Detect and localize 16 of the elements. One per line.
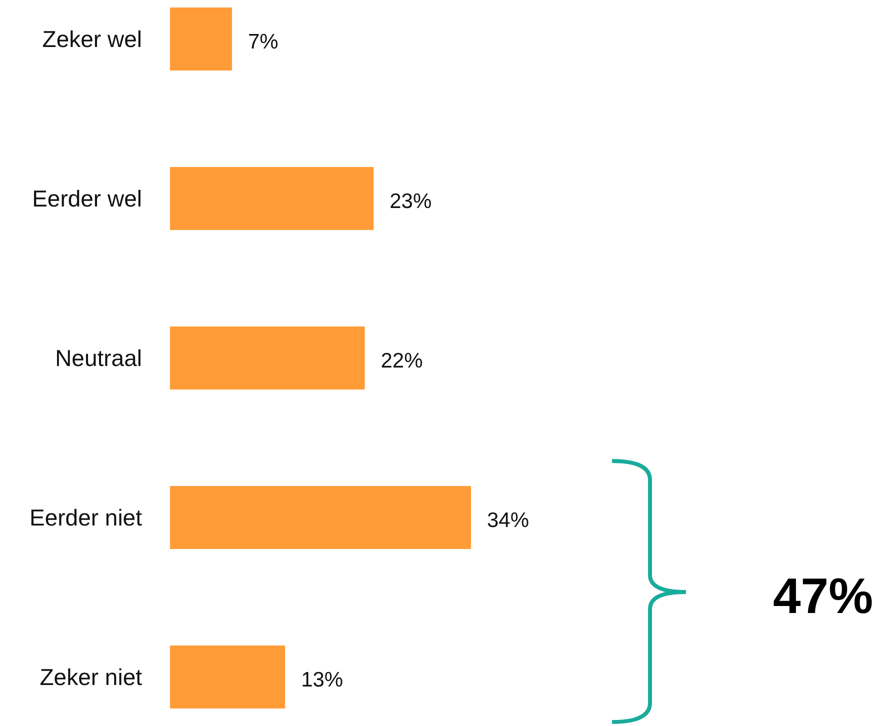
y-tick-label: Eerder wel <box>32 186 142 212</box>
data-label: 34% <box>487 509 530 532</box>
data-label: 7% <box>248 30 278 54</box>
y-tick-label: Zeker wel <box>42 26 142 52</box>
y-tick-label: Neutraal <box>55 345 142 371</box>
bar <box>170 167 374 230</box>
bar <box>170 8 232 70</box>
data-label: 13% <box>301 668 344 692</box>
bar <box>170 326 365 390</box>
bar <box>170 646 286 708</box>
bar <box>170 486 471 549</box>
data-label: 23% <box>390 190 432 213</box>
y-tick-label: Zeker niet <box>40 664 143 690</box>
y-tick-label: Eerder niet <box>29 504 143 530</box>
text: 47% <box>772 568 874 624</box>
data-label: 22% <box>380 350 423 372</box>
